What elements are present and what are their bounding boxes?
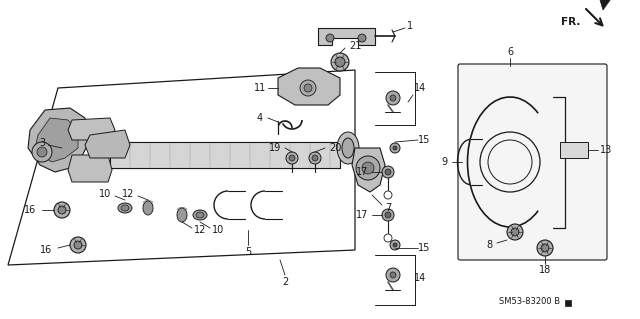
- Text: 4: 4: [257, 113, 263, 123]
- Text: 16: 16: [24, 205, 36, 215]
- Circle shape: [385, 169, 391, 175]
- Circle shape: [300, 80, 316, 96]
- Circle shape: [382, 209, 394, 221]
- Polygon shape: [600, 0, 613, 10]
- Ellipse shape: [177, 208, 187, 222]
- Circle shape: [507, 224, 523, 240]
- Text: 12: 12: [194, 225, 206, 235]
- Circle shape: [304, 84, 312, 92]
- Polygon shape: [318, 28, 375, 45]
- Text: 14: 14: [414, 83, 426, 93]
- Circle shape: [32, 142, 52, 162]
- Text: 1: 1: [407, 21, 413, 31]
- Circle shape: [312, 155, 318, 161]
- Text: 19: 19: [269, 143, 281, 153]
- Circle shape: [386, 268, 400, 282]
- Text: 13: 13: [600, 145, 612, 155]
- Polygon shape: [68, 155, 112, 182]
- Text: 17: 17: [356, 210, 368, 220]
- Text: 18: 18: [539, 265, 551, 275]
- Text: 6: 6: [507, 47, 513, 57]
- Polygon shape: [36, 118, 78, 162]
- Circle shape: [541, 244, 549, 252]
- Circle shape: [356, 156, 380, 180]
- Circle shape: [58, 206, 66, 214]
- Text: 21: 21: [349, 41, 361, 51]
- Ellipse shape: [118, 203, 132, 213]
- Circle shape: [390, 272, 396, 278]
- Text: 3: 3: [39, 138, 45, 148]
- Ellipse shape: [193, 210, 207, 220]
- Ellipse shape: [337, 132, 359, 164]
- FancyBboxPatch shape: [458, 64, 607, 260]
- Text: 10: 10: [99, 189, 111, 199]
- Text: 12: 12: [122, 189, 134, 199]
- Text: 9: 9: [441, 157, 447, 167]
- Text: 14: 14: [414, 273, 426, 283]
- Text: 5: 5: [245, 247, 251, 257]
- Text: 16: 16: [40, 245, 52, 255]
- Text: 11: 11: [254, 83, 266, 93]
- Text: FR.: FR.: [561, 17, 580, 27]
- Circle shape: [385, 212, 391, 218]
- Circle shape: [331, 53, 349, 71]
- Circle shape: [537, 240, 553, 256]
- Circle shape: [358, 34, 366, 42]
- Circle shape: [74, 241, 82, 249]
- Circle shape: [382, 166, 394, 178]
- Text: 7: 7: [385, 203, 391, 213]
- Circle shape: [390, 143, 400, 153]
- Circle shape: [386, 91, 400, 105]
- Circle shape: [393, 243, 397, 247]
- Circle shape: [37, 147, 47, 157]
- Text: SM53-83200 B: SM53-83200 B: [499, 298, 561, 307]
- Text: 20: 20: [329, 143, 341, 153]
- Polygon shape: [85, 130, 130, 158]
- Bar: [565, 300, 571, 306]
- Circle shape: [286, 152, 298, 164]
- Polygon shape: [560, 142, 588, 158]
- Polygon shape: [28, 108, 90, 172]
- Text: 8: 8: [486, 240, 492, 250]
- Polygon shape: [110, 142, 340, 168]
- Ellipse shape: [121, 205, 129, 211]
- Text: 10: 10: [212, 225, 224, 235]
- Text: 15: 15: [418, 135, 430, 145]
- Ellipse shape: [196, 212, 204, 218]
- Circle shape: [335, 57, 345, 67]
- Ellipse shape: [342, 138, 354, 158]
- Circle shape: [289, 155, 295, 161]
- Circle shape: [362, 162, 374, 174]
- Circle shape: [511, 228, 519, 236]
- Circle shape: [309, 152, 321, 164]
- Polygon shape: [278, 68, 340, 105]
- Text: 2: 2: [282, 277, 288, 287]
- Text: 17: 17: [356, 167, 368, 177]
- Circle shape: [390, 95, 396, 101]
- Circle shape: [393, 146, 397, 150]
- Circle shape: [70, 237, 86, 253]
- Ellipse shape: [143, 201, 153, 215]
- Polygon shape: [352, 148, 385, 192]
- Circle shape: [326, 34, 334, 42]
- Polygon shape: [68, 118, 115, 140]
- Circle shape: [54, 202, 70, 218]
- Text: 15: 15: [418, 243, 430, 253]
- Circle shape: [390, 240, 400, 250]
